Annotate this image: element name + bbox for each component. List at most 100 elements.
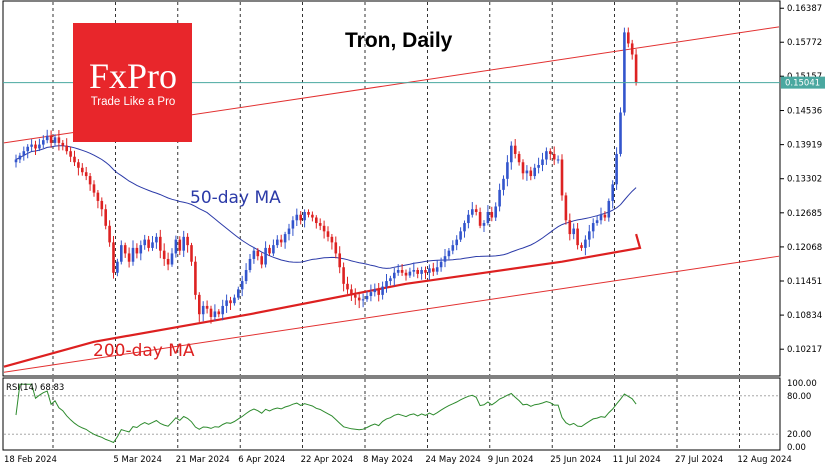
- rsi-tick-label: 20.00: [787, 430, 811, 440]
- candle-body: [580, 245, 583, 248]
- y-tick-label: 0.13919: [787, 141, 822, 151]
- candle-body: [14, 159, 18, 163]
- x-tick-label: 6 Apr 2024: [238, 455, 285, 465]
- candle-body: [451, 245, 455, 251]
- candle-body: [599, 214, 603, 221]
- candle-body: [549, 151, 552, 154]
- candle-body: [533, 167, 536, 177]
- candle-body: [295, 214, 299, 221]
- candle-body: [404, 272, 408, 276]
- candle-body: [108, 225, 111, 243]
- candle-body: [400, 270, 404, 273]
- candle-body: [49, 135, 53, 143]
- candle-body: [276, 239, 279, 246]
- candle-body: [428, 268, 431, 273]
- candle-body: [322, 225, 326, 232]
- candle-body: [611, 184, 614, 201]
- candle-body: [330, 236, 334, 243]
- candle-body: [96, 192, 100, 201]
- candle-body: [221, 305, 224, 315]
- rsi-path: [15, 383, 637, 444]
- candle-body: [537, 165, 540, 168]
- y-tick-label: 0.13302: [787, 175, 822, 185]
- candle-body: [53, 137, 57, 143]
- x-tick-label: 12 Aug 2024: [737, 455, 791, 465]
- candle-body: [174, 239, 178, 254]
- ma200-path: [3, 233, 642, 368]
- candle-body: [506, 162, 509, 179]
- candle-body: [77, 162, 80, 168]
- candle-body: [182, 236, 185, 251]
- y-tick-label: 0.15772: [787, 38, 822, 48]
- candle-body: [350, 289, 353, 295]
- chart-title: Tron, Daily: [345, 29, 453, 52]
- candle-body: [213, 311, 217, 317]
- ma200-annotation: 200-day MA: [93, 341, 195, 361]
- rsi-line: [4, 383, 779, 444]
- candle-body: [603, 214, 607, 218]
- ma200-line: [3, 233, 642, 368]
- candle-body: [627, 32, 630, 44]
- candle-body: [455, 239, 458, 246]
- candle-body: [393, 272, 396, 279]
- candle-body: [408, 271, 412, 276]
- current-price-box: [781, 76, 825, 89]
- candle-body: [373, 289, 377, 293]
- candle-body: [588, 231, 591, 240]
- candle-body: [494, 206, 497, 218]
- candle-body: [205, 305, 209, 309]
- candle-body: [268, 247, 271, 254]
- candle-body: [57, 137, 61, 143]
- x-tick-label: 27 Jul 2024: [675, 455, 723, 465]
- price-axis: 0.163870.157720.151570.145360.139190.133…: [780, 4, 822, 355]
- candle-body: [634, 54, 638, 83]
- candle-body: [486, 211, 490, 224]
- logo-brand: FxPro: [89, 56, 177, 96]
- candle-body: [447, 250, 451, 257]
- candle-body: [510, 145, 513, 163]
- candle-body: [420, 270, 423, 274]
- rsi-tick-label: 0.00: [787, 443, 806, 453]
- candle-body: [334, 242, 338, 254]
- candle-body: [326, 231, 330, 237]
- candle-body: [162, 250, 166, 259]
- candle-body: [147, 239, 150, 248]
- logo-tagline: Trade Like a Pro: [91, 96, 176, 108]
- y-tick-label: 0.12685: [787, 209, 822, 219]
- candle-body: [104, 209, 107, 226]
- candle-body: [619, 112, 622, 154]
- candle-body: [389, 278, 392, 282]
- candle-body: [256, 250, 260, 257]
- candle-body: [521, 162, 525, 174]
- candle-body: [556, 159, 560, 161]
- date-axis: 18 Feb 2024 5 Mar 2024 21 Mar 2024 6 Apr 20…: [4, 455, 792, 465]
- candle-body: [190, 245, 193, 262]
- x-tick-label: 18 Feb 2024: [4, 455, 57, 465]
- candle-body: [396, 270, 400, 273]
- candle-body: [545, 151, 548, 160]
- candle-body: [139, 245, 143, 254]
- y-tick-label: 0.12068: [787, 243, 822, 253]
- candle-body: [26, 146, 29, 152]
- candle-body: [116, 261, 119, 273]
- candle-body: [584, 239, 587, 248]
- candle-body: [342, 267, 345, 284]
- candle-body: [459, 231, 462, 240]
- candle-body: [143, 239, 146, 246]
- candle-body: [217, 311, 221, 315]
- candle-body: [159, 236, 162, 251]
- candle-body: [252, 250, 256, 259]
- candle-body: [279, 239, 283, 243]
- candle-body: [237, 289, 240, 298]
- candle-body: [576, 228, 579, 246]
- candle-body: [229, 300, 232, 304]
- candle-body: [225, 300, 228, 306]
- rsi-tick-label: 100.00: [787, 379, 817, 389]
- candle-body: [525, 170, 529, 174]
- candle-body: [474, 209, 478, 212]
- candle-body: [45, 135, 49, 141]
- y-tick-label: 0.10834: [787, 311, 822, 321]
- fxpro-logo: FxPro Trade Like a Pro: [73, 23, 192, 142]
- candle-body: [564, 195, 568, 221]
